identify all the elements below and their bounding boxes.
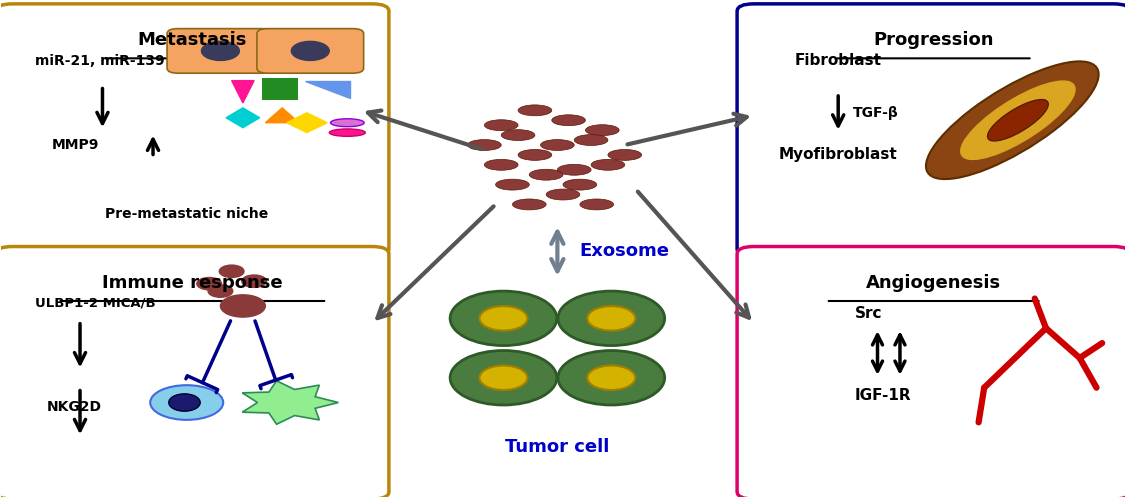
FancyBboxPatch shape	[0, 247, 388, 498]
Ellipse shape	[588, 306, 635, 331]
Ellipse shape	[221, 295, 266, 317]
FancyBboxPatch shape	[262, 78, 298, 101]
Ellipse shape	[484, 159, 518, 170]
Ellipse shape	[574, 134, 608, 145]
Ellipse shape	[292, 41, 329, 60]
Text: TGF-β: TGF-β	[852, 106, 899, 120]
Ellipse shape	[591, 159, 625, 170]
Text: IGF-1R: IGF-1R	[855, 387, 912, 402]
FancyBboxPatch shape	[0, 4, 388, 256]
Text: Progression: Progression	[874, 31, 994, 49]
Ellipse shape	[150, 385, 223, 420]
Ellipse shape	[501, 129, 535, 140]
Text: Fibroblast: Fibroblast	[795, 53, 882, 68]
Ellipse shape	[546, 189, 580, 200]
Ellipse shape	[540, 139, 574, 150]
Text: Exosome: Exosome	[580, 243, 670, 260]
Text: Angiogenesis: Angiogenesis	[866, 274, 1001, 292]
Text: Src: Src	[855, 306, 883, 321]
Ellipse shape	[580, 199, 614, 210]
Ellipse shape	[202, 41, 240, 60]
Ellipse shape	[518, 105, 552, 116]
Ellipse shape	[558, 291, 664, 346]
Text: Tumor cell: Tumor cell	[506, 438, 609, 456]
Ellipse shape	[960, 81, 1075, 159]
Polygon shape	[287, 113, 328, 132]
Polygon shape	[242, 381, 338, 424]
Ellipse shape	[480, 306, 527, 331]
Ellipse shape	[220, 265, 244, 277]
Text: miR-21, miR-139: miR-21, miR-139	[35, 54, 164, 68]
Polygon shape	[266, 108, 300, 123]
Ellipse shape	[169, 394, 200, 411]
FancyBboxPatch shape	[738, 4, 1126, 256]
Ellipse shape	[608, 149, 642, 160]
Ellipse shape	[330, 129, 365, 136]
Ellipse shape	[484, 120, 518, 130]
Polygon shape	[305, 81, 349, 98]
Ellipse shape	[480, 366, 527, 390]
Ellipse shape	[450, 351, 557, 405]
Ellipse shape	[529, 169, 563, 180]
Ellipse shape	[988, 100, 1048, 141]
Polygon shape	[226, 108, 260, 127]
Ellipse shape	[518, 149, 552, 160]
Text: ULBP1-2 MICA/B: ULBP1-2 MICA/B	[35, 297, 155, 310]
Ellipse shape	[558, 351, 664, 405]
Ellipse shape	[557, 164, 591, 175]
Ellipse shape	[512, 199, 546, 210]
Text: Pre-metastatic niche: Pre-metastatic niche	[105, 207, 268, 221]
Ellipse shape	[495, 179, 529, 190]
Ellipse shape	[197, 277, 222, 290]
Ellipse shape	[552, 115, 586, 125]
FancyBboxPatch shape	[738, 247, 1126, 498]
Ellipse shape	[450, 291, 557, 346]
Ellipse shape	[563, 179, 597, 190]
Text: Immune response: Immune response	[102, 274, 283, 292]
Text: Myofibroblast: Myofibroblast	[779, 147, 897, 162]
Ellipse shape	[467, 139, 501, 150]
Ellipse shape	[208, 285, 233, 297]
Ellipse shape	[331, 119, 364, 126]
Text: NKG2D: NKG2D	[46, 400, 101, 414]
Text: Metastasis: Metastasis	[137, 31, 247, 49]
FancyBboxPatch shape	[257, 28, 364, 73]
Polygon shape	[232, 81, 254, 103]
Text: MMP9: MMP9	[52, 138, 99, 152]
Ellipse shape	[926, 61, 1099, 179]
Ellipse shape	[588, 366, 635, 390]
Ellipse shape	[242, 275, 267, 287]
FancyBboxPatch shape	[167, 28, 274, 73]
Ellipse shape	[586, 124, 619, 135]
